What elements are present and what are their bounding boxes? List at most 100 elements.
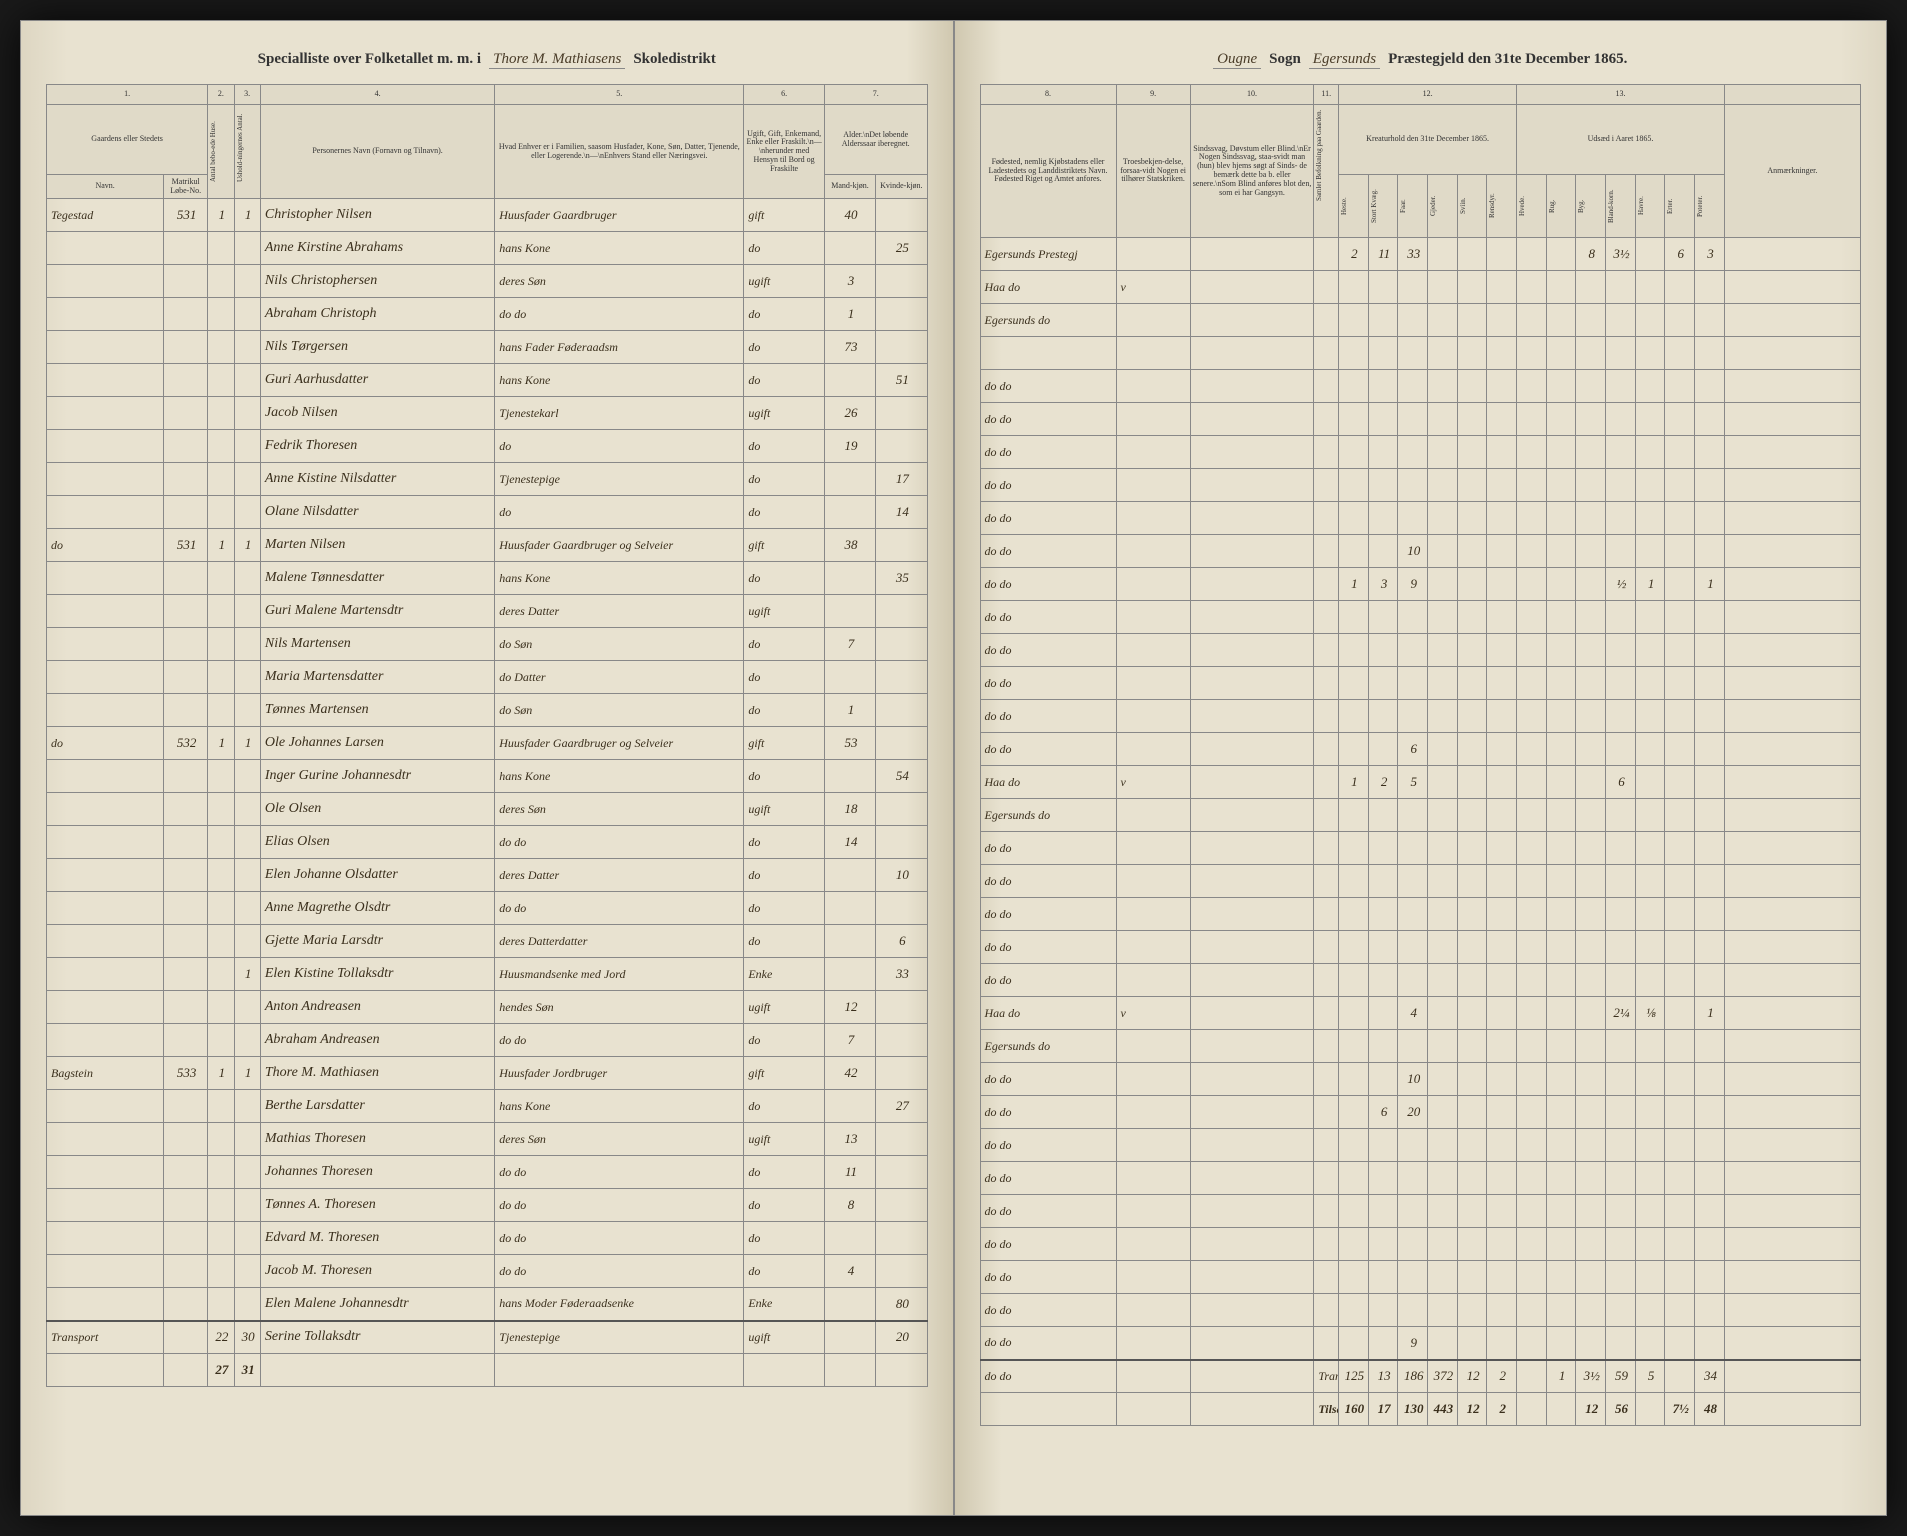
cell: [1116, 1129, 1190, 1162]
cell: [47, 991, 164, 1024]
cell: [1116, 568, 1190, 601]
cell: [47, 925, 164, 958]
cell: [164, 397, 208, 430]
cell: [234, 1090, 260, 1123]
cell: 130: [1398, 1393, 1428, 1426]
cell: 1: [234, 529, 260, 562]
table-row: do do: [980, 370, 1861, 403]
cell: [208, 661, 234, 694]
cell: 31: [234, 1354, 260, 1387]
cell: [1339, 799, 1369, 832]
cell: [1190, 997, 1314, 1030]
cell: do: [744, 1189, 825, 1222]
col-desc-2: Antal bebo-ede Huse.: [208, 105, 234, 199]
cell: [1339, 1096, 1369, 1129]
cell: [1368, 733, 1398, 766]
cell: [234, 1123, 260, 1156]
cell: [1695, 1327, 1725, 1360]
cell: [1546, 1393, 1576, 1426]
cell: Bagstein: [47, 1057, 164, 1090]
cell: [1339, 469, 1369, 502]
cell: 13: [1368, 1360, 1398, 1393]
cell: v: [1116, 271, 1190, 304]
cell: [1665, 1096, 1695, 1129]
cell: [1724, 898, 1860, 931]
cell: [876, 298, 927, 331]
cell: [1457, 832, 1487, 865]
cell: [1606, 634, 1636, 667]
cell: [1635, 1030, 1665, 1063]
cell: [824, 892, 875, 925]
cell: [1487, 997, 1517, 1030]
cell: [876, 661, 927, 694]
cell: [164, 628, 208, 661]
cell: [1190, 304, 1314, 337]
cell: Tjenestepige: [495, 1321, 744, 1354]
cell: hans Kone: [495, 760, 744, 793]
table-row: do do: [980, 436, 1861, 469]
cell: Huusfader Jordbruger: [495, 1057, 744, 1090]
cell: [1428, 700, 1458, 733]
right-page: Ougne Sogn Egersunds Præstegjeld den 31t…: [954, 20, 1888, 1516]
cell: [1517, 1162, 1547, 1195]
cell: [1517, 865, 1547, 898]
cell: 1: [1695, 568, 1725, 601]
cell: do: [744, 694, 825, 727]
cell: [1695, 271, 1725, 304]
desc-12: Kreaturhold den 31te December 1865.: [1339, 105, 1517, 175]
col-13: 13.: [1517, 85, 1725, 105]
cell: [1546, 1195, 1576, 1228]
cell: [1724, 1063, 1860, 1096]
cell: do: [744, 232, 825, 265]
cell: Tilsammen: [1314, 1393, 1339, 1426]
cell: [1314, 1327, 1339, 1360]
cell: 56: [1606, 1393, 1636, 1426]
cell: [1546, 502, 1576, 535]
cell: [1116, 634, 1190, 667]
cell: 10: [1398, 1063, 1428, 1096]
col-anm: [1724, 85, 1860, 105]
cell: [1665, 1195, 1695, 1228]
cell: do do: [980, 1195, 1116, 1228]
cell: [164, 1288, 208, 1321]
cell: do: [744, 298, 825, 331]
cell: [234, 1189, 260, 1222]
cell: [1695, 1129, 1725, 1162]
cell: [1724, 1030, 1860, 1063]
cell: [1116, 1030, 1190, 1063]
cell: do do: [980, 436, 1116, 469]
cell: ⅛: [1635, 997, 1665, 1030]
table-row: do do620: [980, 1096, 1861, 1129]
cell: hans Kone: [495, 1090, 744, 1123]
cell: [164, 331, 208, 364]
cell: [1695, 1063, 1725, 1096]
cell: [1635, 1063, 1665, 1096]
table-row: do do: [980, 931, 1861, 964]
cell: [1635, 766, 1665, 799]
cell: 2: [1487, 1360, 1517, 1393]
cell: [47, 364, 164, 397]
cell: [47, 859, 164, 892]
cell: deres Søn: [495, 265, 744, 298]
cell: [1190, 700, 1314, 733]
cell: 10: [876, 859, 927, 892]
cell: Anne Magrethe Olsdtr: [260, 892, 494, 925]
cell: Huusfader Gaardbruger og Selveier: [495, 727, 744, 760]
col-11: 11.: [1314, 85, 1339, 105]
cell: [208, 1024, 234, 1057]
cell: do: [744, 1090, 825, 1123]
cell: [1314, 568, 1339, 601]
col-1: 1.: [47, 85, 208, 105]
cell: [1116, 733, 1190, 766]
cell: Inger Gurine Johannesdtr: [260, 760, 494, 793]
cell: [1368, 304, 1398, 337]
cell: 160: [1339, 1393, 1369, 1426]
cell: [1517, 1327, 1547, 1360]
cell: 12: [1576, 1393, 1606, 1426]
cell: [824, 364, 875, 397]
table-row: Johannes Thoresendo dodo11: [47, 1156, 928, 1189]
cell: [260, 1354, 494, 1387]
cell: [824, 958, 875, 991]
cell: [1635, 1294, 1665, 1327]
cell: [1339, 1261, 1369, 1294]
